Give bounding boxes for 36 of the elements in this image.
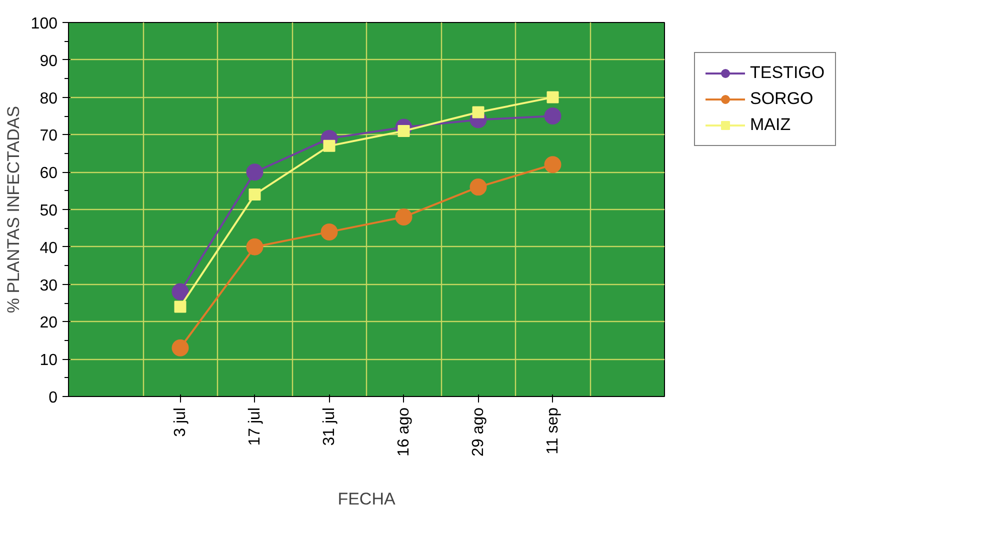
y-tick-label: 40 [40, 240, 58, 257]
y-tick-label: 80 [40, 90, 58, 108]
y-tick-label: 50 [40, 202, 58, 220]
point [246, 164, 264, 181]
point [470, 178, 487, 196]
y-tick-label: 70 [40, 128, 58, 145]
point [248, 188, 261, 201]
y-tick-label: 20 [40, 314, 58, 332]
point [472, 106, 484, 118]
point [320, 223, 338, 240]
x-tick-label: 29 ago [470, 407, 487, 456]
y-tick-label: 30 [40, 277, 58, 294]
y-tick-label: 90 [40, 52, 58, 70]
x-tick-label: 3 jul [172, 407, 189, 437]
y-tick-label: 0 [48, 390, 58, 406]
y-tick-label: 10 [40, 352, 58, 370]
point [172, 283, 189, 300]
legend-label: TESTIGO [750, 63, 825, 83]
x-axis-title: FECHA [338, 489, 396, 508]
legend-label: SORGO [750, 89, 814, 109]
point [395, 208, 412, 226]
point [544, 108, 562, 124]
point [544, 156, 562, 174]
legend-label: MAIZ [750, 115, 791, 135]
point [172, 339, 189, 356]
point [546, 91, 559, 104]
y-tick-label: 100 [30, 16, 58, 32]
point [246, 238, 264, 256]
x-tick-label: 17 jul [246, 408, 264, 446]
x-tick-label: 31 jul [320, 408, 338, 446]
point [323, 140, 336, 152]
y-axis-title: % PLANTAS INFECTADAS [4, 106, 23, 314]
point [174, 300, 186, 313]
x-tick-label: 16 ago [395, 407, 412, 456]
y-tick-label: 60 [40, 165, 58, 182]
x-tick-label: 11 sep [544, 407, 562, 454]
